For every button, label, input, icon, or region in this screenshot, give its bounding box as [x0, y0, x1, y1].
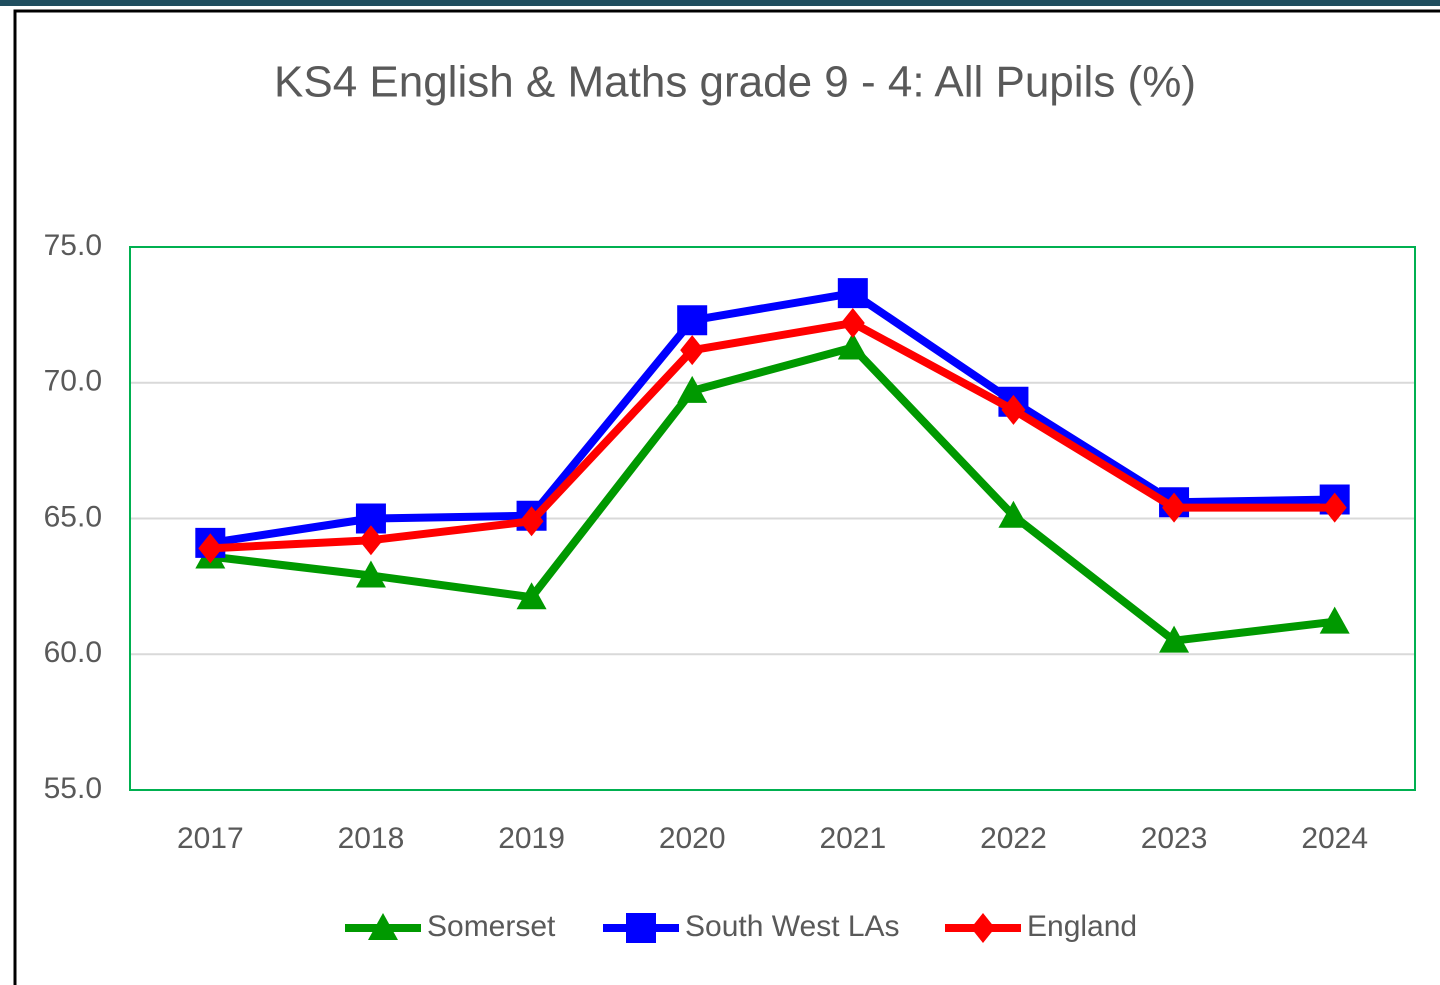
series-line	[209, 343, 1336, 645]
data-point	[1322, 492, 1347, 523]
plot-border	[129, 246, 1416, 791]
y-tick-label: 55.0	[44, 772, 102, 805]
data-point	[1001, 394, 1026, 425]
data-point	[519, 506, 544, 537]
frame	[13, 9, 1440, 985]
y-tick-label: 70.0	[44, 365, 102, 398]
legend-marker	[626, 913, 656, 943]
x-tick-label: 2020	[659, 822, 726, 855]
x-tick-label: 2019	[498, 822, 565, 855]
legend-label: England	[1027, 910, 1137, 943]
data-point	[837, 332, 868, 360]
y-tick-label: 65.0	[44, 500, 102, 533]
y-tick-label: 75.0	[44, 229, 102, 262]
x-tick-label: 2018	[338, 822, 405, 855]
data-point	[998, 500, 1029, 528]
data-point	[516, 582, 547, 610]
data-point	[840, 308, 865, 339]
data-point	[677, 375, 708, 403]
x-tick-label: 2023	[1141, 822, 1208, 855]
series-line	[210, 319, 1335, 553]
legend-label: South West LAs	[685, 910, 900, 943]
data-point	[358, 525, 383, 556]
legend-marker	[971, 913, 995, 943]
data-point	[355, 503, 386, 534]
data-point	[1319, 606, 1350, 634]
chart-title: KS4 English & Maths grade 9 - 4: All Pup…	[274, 58, 1196, 107]
x-tick-label: 2017	[177, 822, 244, 855]
data-point	[680, 335, 705, 366]
data-point	[677, 305, 708, 336]
x-tick-label: 2021	[819, 822, 886, 855]
legend-marker	[368, 913, 398, 940]
x-tick-label: 2022	[980, 822, 1047, 855]
y-tick-label: 60.0	[44, 636, 102, 669]
data-point	[837, 278, 868, 309]
top-bar	[0, 0, 1440, 6]
data-point	[198, 533, 223, 564]
legend-label: Somerset	[427, 910, 556, 943]
data-point	[1162, 492, 1187, 523]
x-tick-label: 2024	[1301, 822, 1368, 855]
data-point	[1159, 625, 1190, 653]
series-line	[209, 289, 1335, 547]
data-point	[355, 560, 386, 588]
